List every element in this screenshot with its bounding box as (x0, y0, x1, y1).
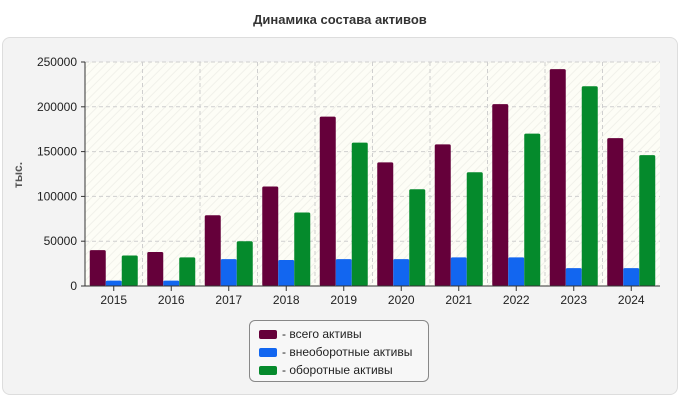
bar-total-assets-2017 (204, 215, 221, 286)
y-tick-label: 200000 (37, 100, 77, 114)
bar-total-assets-2019 (319, 116, 336, 286)
bar-noncurrent-assets-2019 (335, 259, 352, 286)
bar-total-assets-2018 (262, 186, 279, 286)
legend-label-current-assets: - оборотные активы (282, 363, 393, 377)
x-tick-label: 2017 (215, 293, 242, 307)
bar-noncurrent-assets-2017 (220, 259, 237, 286)
x-tick-label: 2023 (560, 293, 587, 307)
bar-current-assets-2023 (581, 86, 598, 286)
bar-current-assets-2020 (409, 189, 426, 286)
bar-noncurrent-assets-2020 (393, 259, 410, 286)
legend-item-noncurrent-assets: - внеоборотные активы (259, 343, 428, 361)
bar-noncurrent-assets-2018 (278, 260, 295, 286)
legend-swatch-total-assets (259, 329, 277, 339)
legend-swatch-current-assets (259, 365, 277, 375)
x-tick-label: 2019 (330, 293, 357, 307)
x-tick-label: 2024 (618, 293, 645, 307)
y-tick-label: 100000 (37, 189, 77, 203)
y-tick-label: 250000 (37, 55, 77, 69)
bar-total-assets-2023 (549, 69, 566, 286)
axes (81, 61, 660, 291)
bar-total-assets-2016 (147, 251, 164, 286)
y-tick-label: 50000 (44, 234, 78, 248)
bar-current-assets-2015 (121, 255, 138, 286)
bar-total-assets-2015 (89, 250, 106, 286)
chart-title: Динамика состава активов (253, 12, 427, 27)
x-tick-label: 2015 (100, 293, 127, 307)
bars (89, 69, 656, 286)
legend-item-current-assets: - оборотные активы (259, 361, 428, 379)
bar-noncurrent-assets-2023 (565, 268, 582, 286)
x-tick-label: 2021 (445, 293, 472, 307)
bar-noncurrent-assets-2021 (450, 257, 467, 286)
bar-noncurrent-assets-2022 (508, 257, 525, 286)
bar-current-assets-2017 (236, 241, 253, 286)
y-axis-label: тыс. (11, 162, 25, 188)
bar-total-assets-2020 (377, 162, 394, 286)
legend-label-noncurrent-assets: - внеоборотные активы (282, 345, 413, 359)
chart-legend: - всего активы - внеоборотные активы - о… (249, 320, 429, 382)
bar-noncurrent-assets-2016 (163, 280, 180, 286)
legend-label-total-assets: - всего активы (282, 327, 362, 341)
bar-total-assets-2021 (434, 144, 451, 286)
legend-item-total-assets: - всего активы (259, 325, 428, 343)
y-tick-label: 150000 (37, 145, 77, 159)
bar-current-assets-2024 (639, 155, 656, 286)
x-tick-label: 2016 (158, 293, 185, 307)
bar-current-assets-2016 (179, 257, 196, 286)
x-tick-label: 2020 (388, 293, 415, 307)
bar-current-assets-2019 (351, 142, 368, 286)
legend-swatch-noncurrent-assets (259, 347, 277, 357)
bar-current-assets-2021 (466, 172, 483, 286)
tick-labels: 0 50000 100000 150000 200000 250000 2015 2016 20… (37, 55, 645, 307)
bar-current-assets-2022 (524, 133, 541, 286)
bar-total-assets-2024 (607, 138, 624, 286)
y-tick-label: 0 (70, 279, 77, 293)
x-tick-label: 2018 (273, 293, 300, 307)
bar-noncurrent-assets-2024 (623, 268, 640, 286)
bar-current-assets-2018 (294, 212, 311, 286)
bar-noncurrent-assets-2015 (105, 280, 122, 286)
x-tick-label: 2022 (503, 293, 530, 307)
bar-total-assets-2022 (492, 104, 509, 286)
